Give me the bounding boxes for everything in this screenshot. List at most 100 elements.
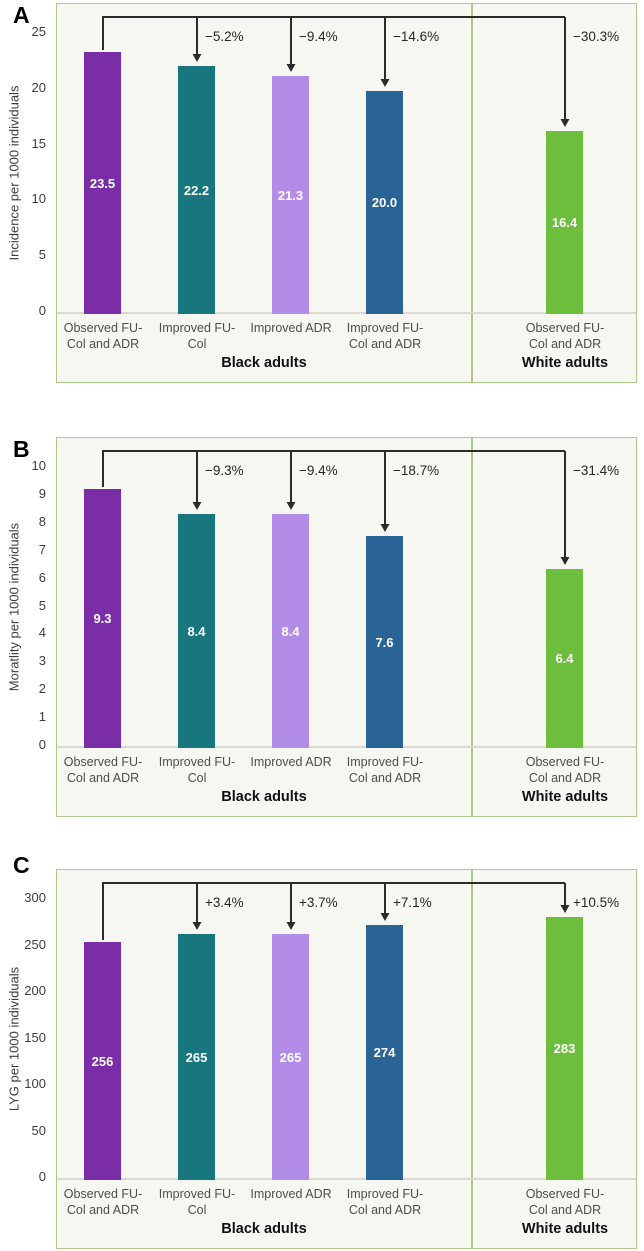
bar-3-a: 21.3 [272, 76, 309, 314]
pct-change-label-1: −5.2% [205, 29, 244, 44]
group-separator-line [471, 4, 473, 382]
bracket-line [102, 882, 566, 940]
panel-a-plot-area: 23.5 Observed FU- Col and ADR 22.2 Improved … [56, 3, 637, 383]
arrowhead-icon [192, 922, 202, 930]
panel-c-y-axis-ticks: 0 50 100 150 200 250 300 [0, 849, 56, 1251]
bar-5-b: 6.4 [546, 569, 583, 748]
y-tick-label-1: 1 [38, 709, 46, 725]
bar-value-label: 20.0 [371, 195, 398, 210]
bar-value-label: 16.4 [551, 215, 578, 230]
bar-value-label: 283 [553, 1041, 576, 1056]
y-tick-label-25: 25 [31, 24, 46, 39]
bar-value-label: 23.5 [89, 175, 116, 191]
bar-4-c: 274 [366, 925, 403, 1180]
panel-b-letter: B [13, 436, 30, 462]
panel-a-y-axis-ticks: 0 5 10 15 20 25 [0, 0, 56, 417]
y-tick-label-5: 5 [38, 597, 46, 613]
bar-5-a: 16.4 [546, 131, 583, 314]
x-category-label: Improved FU- Col [158, 1187, 236, 1218]
y-tick-label-50: 50 [31, 1122, 46, 1138]
panel-c: C LYG per 1000 individuals 0 50 100 150 200 2… [0, 849, 644, 1251]
bar-value-label: 9.3 [93, 611, 112, 626]
y-tick-label-4: 4 [38, 625, 46, 641]
y-tick-label-300: 300 [24, 890, 46, 905]
bar-value-label: 265 [279, 1049, 302, 1065]
pct-change-label-3: −14.6% [393, 29, 440, 44]
bar-1-c: 256 [84, 942, 121, 1180]
bar-4-b: 7.6 [366, 536, 403, 748]
y-tick-label-0: 0 [38, 1169, 46, 1184]
bar-2-b: 8.4 [178, 514, 215, 748]
bar-value-label: 8.4 [281, 623, 300, 639]
group-label-white-adults: White adults [521, 789, 609, 805]
y-tick-label-0: 0 [38, 303, 46, 318]
bar-value-label: 6.4 [555, 651, 574, 666]
arrowhead-icon [192, 502, 202, 510]
pct-change-label-4: −31.4% [573, 463, 620, 478]
arrowhead-icon [286, 502, 296, 510]
arrowhead-icon [560, 905, 570, 913]
bar-5-c: 283 [546, 917, 583, 1180]
bar-3-c: 265 [272, 934, 309, 1180]
y-tick-label-15: 15 [31, 135, 46, 151]
arrowhead-icon [286, 64, 296, 72]
x-category-label: Improved ADR [250, 321, 332, 335]
group-label-black-adults: Black adults [221, 1221, 307, 1237]
y-tick-label-20: 20 [31, 79, 46, 95]
x-category-label: Observed FU- Col and ADR [525, 755, 605, 786]
x-category-label: Improved ADR [250, 755, 332, 769]
bar-value-label: 8.4 [187, 623, 206, 639]
arrowhead-icon [380, 79, 390, 87]
panel-a: A Incidence per 1000 individuals 0 5 10 15 2… [0, 0, 644, 417]
x-category-label: Improved FU- Col [158, 321, 236, 352]
y-tick-label-2: 2 [38, 681, 46, 697]
group-label-black-adults: Black adults [221, 355, 307, 371]
panel-b-plot-area: 9.3 Observed FU- Col and ADR 8.4 Improved FU… [56, 437, 637, 817]
x-category-label: Observed FU- Col and ADR [63, 1187, 143, 1218]
x-category-label: Observed FU- Col and ADR [63, 321, 143, 352]
y-tick-label-8: 8 [38, 513, 46, 529]
arrowhead-icon [380, 524, 390, 532]
bar-1-a: 23.5 [84, 52, 121, 314]
pct-change-label-3: −18.7% [393, 463, 440, 478]
group-separator-line [471, 438, 473, 816]
y-tick-label-10: 10 [31, 191, 46, 207]
x-category-label: Improved ADR [250, 1187, 332, 1201]
y-tick-label-6: 6 [38, 569, 46, 585]
group-label-white-adults: White adults [521, 355, 609, 371]
arrowhead-icon [286, 922, 296, 930]
pct-change-label-4: −30.3% [573, 29, 620, 44]
x-category-label: Improved FU- Col and ADR [346, 755, 424, 786]
x-category-label: Observed FU- Col and ADR [63, 755, 143, 786]
x-category-label: Observed FU- Col and ADR [525, 321, 605, 352]
group-separator-line [471, 870, 473, 1248]
bar-value-label: 256 [91, 1053, 114, 1069]
pct-change-label-2: −9.4% [299, 463, 338, 478]
bar-value-label: 22.2 [183, 182, 210, 198]
bar-value-label: 7.6 [375, 634, 394, 650]
group-label-black-adults: Black adults [221, 789, 307, 805]
x-category-label: Improved FU- Col and ADR [346, 1187, 424, 1218]
arrowhead-icon [192, 54, 202, 62]
pct-change-label-3: +7.1% [393, 895, 432, 910]
bar-2-c: 265 [178, 934, 215, 1180]
panel-b-y-axis-ticks: 0 1 2 3 4 5 6 7 8 9 10 [0, 434, 56, 849]
panel-c-plot-area: 256 Observed FU- Col and ADR 265 Improved FU… [56, 869, 637, 1249]
bar-2-a: 22.2 [178, 66, 215, 314]
panel-a-letter: A [13, 2, 30, 28]
group-label-white-adults: White adults [521, 1221, 609, 1237]
arrowhead-icon [560, 119, 570, 127]
pct-change-label-4: +10.5% [573, 895, 620, 910]
panel-c-letter: C [13, 852, 30, 878]
x-category-label: Observed FU- Col and ADR [525, 1187, 605, 1218]
bar-value-label: 265 [185, 1049, 208, 1065]
x-category-label: Improved FU- Col and ADR [346, 321, 424, 352]
y-tick-label-7: 7 [38, 541, 46, 557]
y-tick-label-9: 9 [38, 485, 46, 501]
pct-change-label-2: −9.4% [299, 29, 338, 44]
pct-change-label-1: +3.4% [205, 895, 244, 910]
y-tick-label-250: 250 [24, 936, 46, 952]
bar-4-a: 20.0 [366, 91, 403, 314]
